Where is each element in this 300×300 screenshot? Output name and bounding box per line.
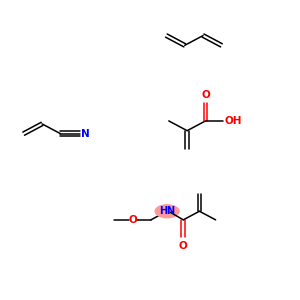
Text: H: H: [160, 206, 168, 216]
Text: O: O: [179, 241, 188, 251]
Text: O: O: [128, 215, 137, 225]
Text: OH: OH: [224, 116, 242, 126]
Ellipse shape: [154, 204, 180, 218]
Text: N: N: [166, 206, 174, 216]
Text: O: O: [201, 90, 210, 100]
Text: N: N: [81, 129, 90, 139]
